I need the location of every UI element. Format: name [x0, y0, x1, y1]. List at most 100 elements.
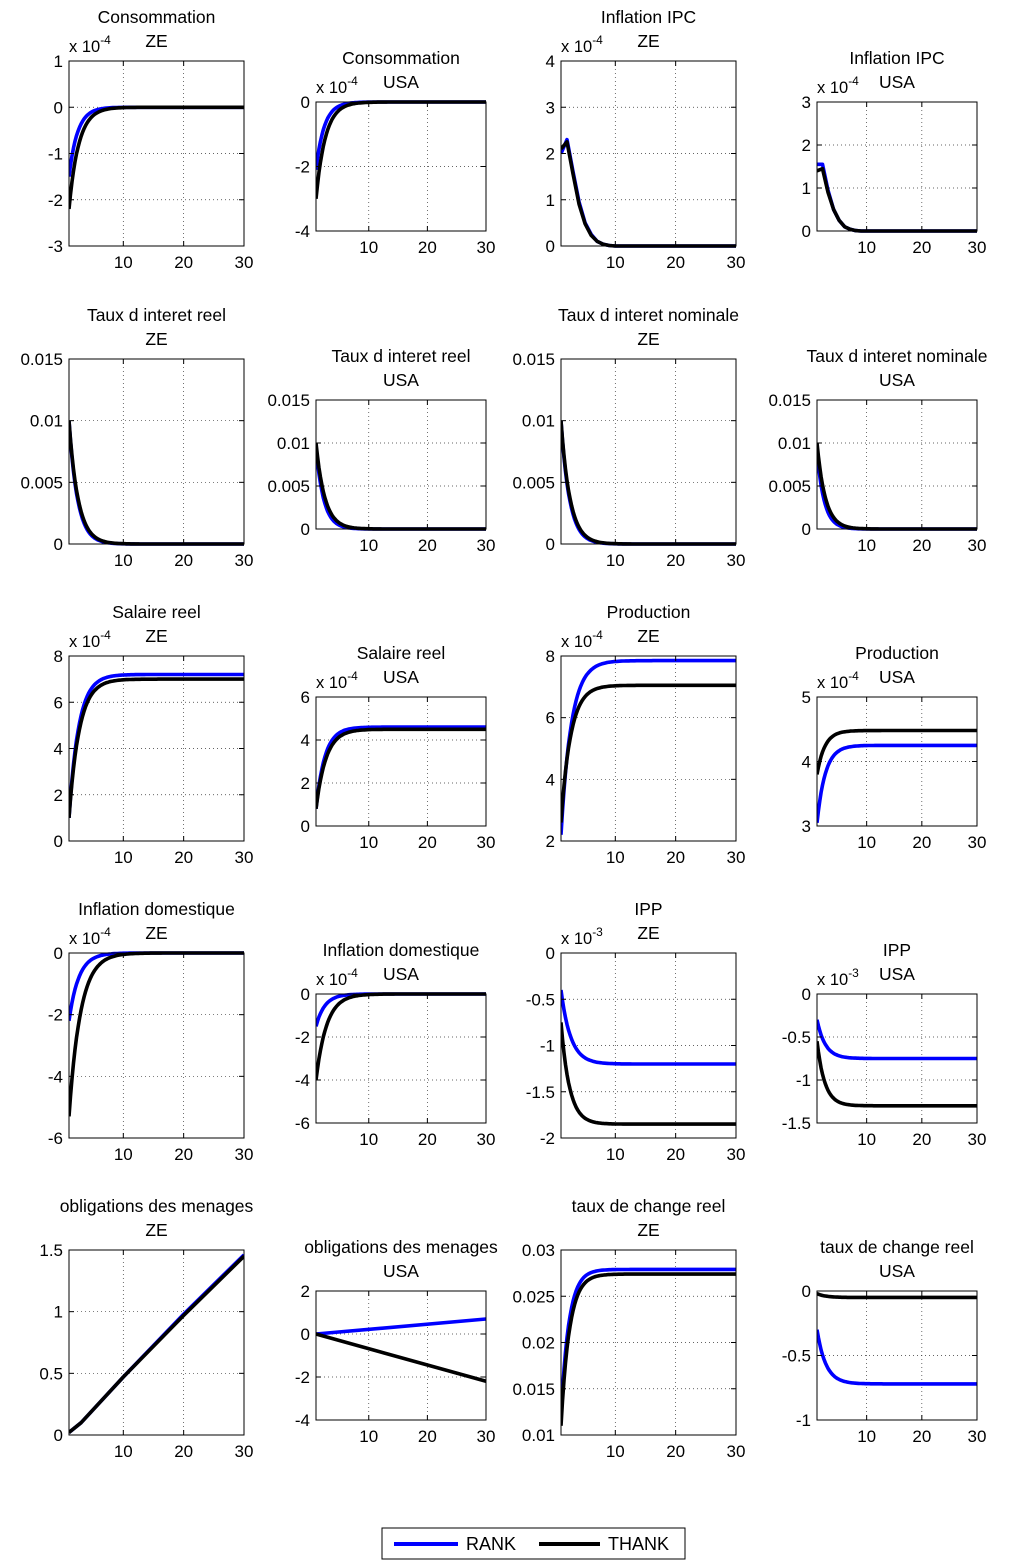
x-tick-label: 10 — [857, 833, 876, 852]
y-tick-label: 1 — [54, 52, 63, 71]
y-tick-label: 3 — [802, 93, 811, 112]
axes-frame — [816, 993, 978, 1124]
subplot-6: 10 20 30 0 0.005 0.01 0.015 Taux d interet nomi… — [512, 305, 745, 570]
y-tick-label: 1.5 — [39, 1241, 63, 1260]
subplot-region: USA — [383, 964, 419, 984]
y-tick-label: 2 — [802, 136, 811, 155]
subplot-13: 10 20 30 -6 -4 -2 0 Inflation domestique USA x 10… — [295, 940, 496, 1149]
y-tick-label: 0 — [802, 520, 811, 539]
x-tick-label: 30 — [968, 536, 987, 555]
y-tick-label: -2 — [295, 158, 310, 177]
subplot-title: Production — [855, 643, 939, 663]
y-tick-label: 8 — [546, 647, 555, 666]
y-tick-label: 0 — [301, 93, 310, 112]
x-tick-label: 20 — [418, 238, 437, 257]
axes-frame — [315, 399, 487, 530]
y-tick-label: 0.02 — [522, 1334, 555, 1353]
y-tick-label: 0 — [802, 222, 811, 241]
subplot-region: ZE — [637, 626, 659, 646]
subplot-title: Taux d interet nominale — [558, 305, 739, 325]
series-line-rank — [561, 658, 736, 835]
x-tick-label: 20 — [174, 1442, 193, 1461]
legend: RANK THANK — [381, 1527, 686, 1560]
subplot-title: Inflation domestique — [78, 899, 235, 919]
series-line-thank — [561, 683, 736, 823]
y-tick-label: 0 — [54, 98, 63, 117]
y-tick-label: 0.005 — [20, 473, 63, 492]
subplot-title: obligations des menages — [60, 1196, 254, 1216]
y-tick-label: 2 — [546, 832, 555, 851]
x-tick-label: 10 — [114, 1145, 133, 1164]
axis-exponent: x 10-4 — [316, 74, 358, 97]
plot-area — [69, 359, 244, 544]
subplot-title: Consommation — [98, 7, 216, 27]
x-tick-label: 20 — [912, 1427, 931, 1446]
y-tick-label: 0 — [546, 535, 555, 554]
x-tick-label: 20 — [418, 536, 437, 555]
y-tick-label: 0.5 — [39, 1364, 63, 1383]
subplot-title: Taux d interet reel — [331, 346, 470, 366]
y-tick-label: 6 — [54, 693, 63, 712]
y-tick-label: 0.01 — [30, 412, 63, 431]
subplot-9: 10 20 30 0 2 4 6 Salaire reel USA x 10-4 — [301, 643, 496, 852]
x-tick-label: 30 — [968, 1427, 987, 1446]
y-tick-label: -0.5 — [782, 1347, 811, 1366]
subplot-0: 10 20 30 -3 -2 -1 0 1 Consommation ZE x 10-4 — [48, 7, 254, 272]
y-tick-label: -6 — [48, 1129, 63, 1148]
y-tick-label: -2 — [540, 1129, 555, 1148]
subplot-region: ZE — [145, 1220, 167, 1240]
x-tick-label: 20 — [666, 1145, 685, 1164]
y-tick-label: 1 — [802, 179, 811, 198]
subplot-title: Inflation domestique — [323, 940, 480, 960]
y-tick-label: 0 — [301, 520, 310, 539]
x-tick-label: 20 — [418, 833, 437, 852]
plot-area — [561, 359, 736, 544]
plot-area — [316, 400, 486, 529]
y-tick-label: 0 — [54, 1426, 63, 1445]
x-tick-label: 10 — [359, 536, 378, 555]
subplot-7: 10 20 30 0 0.005 0.01 0.015 Taux d interet nomi… — [768, 346, 987, 555]
series-line-thank — [817, 1291, 977, 1300]
x-tick-label: 30 — [235, 551, 254, 570]
subplot-region: USA — [879, 1261, 915, 1281]
x-tick-label: 30 — [727, 848, 746, 867]
y-tick-label: 4 — [802, 753, 811, 772]
y-tick-label: 0.01 — [522, 1426, 555, 1445]
plot-area — [561, 953, 736, 1138]
y-tick-label: 1 — [54, 1303, 63, 1322]
axes-frame — [68, 358, 245, 545]
x-tick-label: 10 — [359, 1427, 378, 1446]
y-tick-label: 0.015 — [512, 1380, 555, 1399]
x-tick-label: 20 — [912, 833, 931, 852]
y-tick-label: 4 — [546, 52, 555, 71]
subplot-region: USA — [879, 370, 915, 390]
x-tick-label: 20 — [174, 848, 193, 867]
series-line-thank — [817, 1041, 977, 1108]
subplot-title: Inflation IPC — [849, 48, 944, 68]
y-tick-label: 2 — [301, 1282, 310, 1301]
x-tick-label: 20 — [666, 1442, 685, 1461]
subplot-5: 10 20 30 0 0.005 0.01 0.015 Taux d interet reel… — [267, 346, 495, 555]
y-tick-label: 0.005 — [768, 477, 811, 496]
y-tick-label: 2 — [301, 774, 310, 793]
y-tick-label: 5 — [802, 688, 811, 707]
y-tick-label: -4 — [295, 1071, 310, 1090]
y-tick-label: 0 — [54, 944, 63, 963]
y-tick-label: -2 — [48, 191, 63, 210]
y-tick-label: -2 — [295, 1028, 310, 1047]
subplot-region: USA — [383, 1261, 419, 1281]
y-tick-label: 4 — [546, 770, 555, 789]
y-tick-label: 0.005 — [512, 473, 555, 492]
series-line-rank — [561, 1267, 736, 1417]
axis-exponent: x 10-4 — [817, 74, 859, 97]
subplot-17: 10 20 30 -4 -2 0 2 obligations des menages USA — [295, 1237, 498, 1446]
y-tick-label: 0 — [54, 535, 63, 554]
x-tick-label: 10 — [606, 1442, 625, 1461]
series-line-thank — [316, 1332, 486, 1384]
subplot-region: ZE — [145, 329, 167, 349]
y-tick-label: 0.015 — [267, 391, 310, 410]
plot-area — [817, 102, 977, 231]
y-tick-label: 0 — [802, 1282, 811, 1301]
axis-exponent: x 10-4 — [817, 669, 859, 692]
